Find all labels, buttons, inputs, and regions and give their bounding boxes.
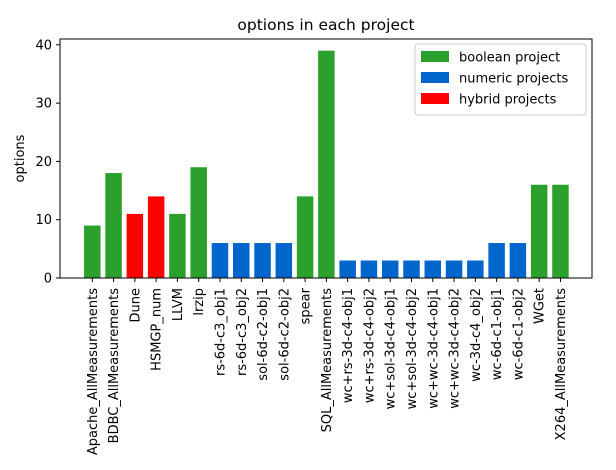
bar-wc+rs-3d-c4-obj2 (360, 260, 378, 278)
y-tick-label: 0 (44, 272, 52, 287)
legend-swatch-hybrid (421, 93, 449, 104)
y-tick-label: 40 (35, 38, 52, 53)
x-tick-label: lrzip (192, 288, 207, 316)
x-tick-label: BDBC_AllMeasurements (107, 288, 122, 444)
bar-Apache_AllMeasurements (84, 225, 101, 278)
legend-swatch-numeric (421, 72, 449, 83)
bar-sol-6d-c2-obj1 (254, 243, 271, 278)
bar-SQL_AllMeasurements (318, 50, 335, 278)
x-tick-label: wc+sol-3d-c4-obj1 (384, 288, 399, 409)
bar-wc+sol-3d-c4-obj1 (381, 260, 399, 278)
plot-area (84, 50, 569, 278)
bar-lrzip (190, 167, 207, 278)
bar-wc-6d-c1-obj2 (509, 243, 527, 278)
bar-Dune (126, 213, 144, 278)
x-tick-label: sol-6d-c2-obj1 (256, 288, 271, 381)
x-tick-label: wc+wc-3d-c4-obj1 (426, 288, 441, 409)
legend-box (414, 43, 587, 116)
x-tick-label: wc-6d-c1-obj2 (511, 288, 526, 380)
legend-label-hybrid: hybrid projects (459, 93, 557, 108)
x-tick-label: Apache_AllMeasurements (86, 288, 101, 455)
x-tick-label: rs-6d-c3_obj2 (235, 288, 250, 376)
legend: boolean project numeric projects hybrid pr… (414, 43, 587, 116)
x-tick-label: wc-3d-c4_obj2 (469, 288, 484, 382)
x-tick-label: HSMGP_num (150, 288, 165, 371)
x-tick-label: wc+wc-3d-c4-obj2 (448, 288, 463, 409)
legend-label-numeric: numeric projects (459, 72, 568, 87)
x-tick-label: LLVM (171, 288, 186, 321)
x-tick-label: wc+sol-3d-c4-obj2 (405, 288, 420, 409)
x-tick-label: wc+rs-3d-c4-obj2 (362, 288, 377, 403)
bar-sol-6d-c2-obj2 (275, 243, 293, 278)
bar-wc-3d-c4_obj2 (467, 260, 484, 278)
x-tick-label: Dune (128, 288, 143, 323)
bar-X264_AllMeasurements (552, 184, 569, 278)
x-tick-label: SQL_AllMeasurements (320, 288, 335, 433)
bar-wc+rs-3d-c4-obj1 (339, 260, 356, 278)
x-tick-label: spear (299, 287, 314, 324)
bar-BDBC_AllMeasurements (105, 173, 122, 278)
bar-rs-6d-c3_obj2 (233, 243, 250, 278)
chart-title: options in each project (237, 16, 414, 34)
x-tick-label: rs-6d-c3_obj1 (213, 288, 228, 376)
axes: 0 10 20 30 40 Apache_AllMeasurements BDBC_AllM… (35, 38, 593, 455)
y-tick-label: 20 (35, 155, 52, 170)
bar-LLVM (169, 213, 186, 278)
bar-HSMGP_num (147, 196, 165, 278)
y-axis-label: options (13, 134, 28, 182)
bar-wc+wc-3d-c4-obj2 (445, 260, 463, 278)
y-tick-label: 10 (35, 213, 52, 228)
bar-wc+sol-3d-c4-obj2 (403, 260, 420, 278)
x-tick-label: wc+rs-3d-c4-obj1 (341, 288, 356, 403)
x-tick-label: WGet (533, 288, 548, 324)
x-tick-label: sol-6d-c2-obj2 (277, 288, 292, 381)
bar-rs-6d-c3_obj1 (211, 243, 229, 278)
bar-WGet (530, 184, 548, 278)
bar-wc+wc-3d-c4-obj1 (424, 260, 442, 278)
bar-wc-6d-c1-obj1 (488, 243, 505, 278)
y-tick-label: 30 (35, 97, 52, 112)
legend-swatch-boolean (421, 51, 449, 62)
x-tick-label: X264_AllMeasurements (554, 288, 569, 441)
legend-label-boolean: boolean project (459, 51, 560, 66)
x-tick-label: wc-6d-c1-obj1 (490, 288, 505, 380)
bar-spear (296, 196, 314, 278)
